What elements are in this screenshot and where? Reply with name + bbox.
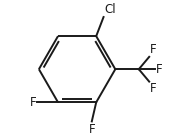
Text: F: F (30, 96, 36, 109)
Text: F: F (150, 43, 157, 56)
Text: F: F (150, 82, 157, 95)
Text: F: F (156, 63, 162, 76)
Text: F: F (89, 123, 95, 136)
Text: Cl: Cl (104, 3, 116, 16)
